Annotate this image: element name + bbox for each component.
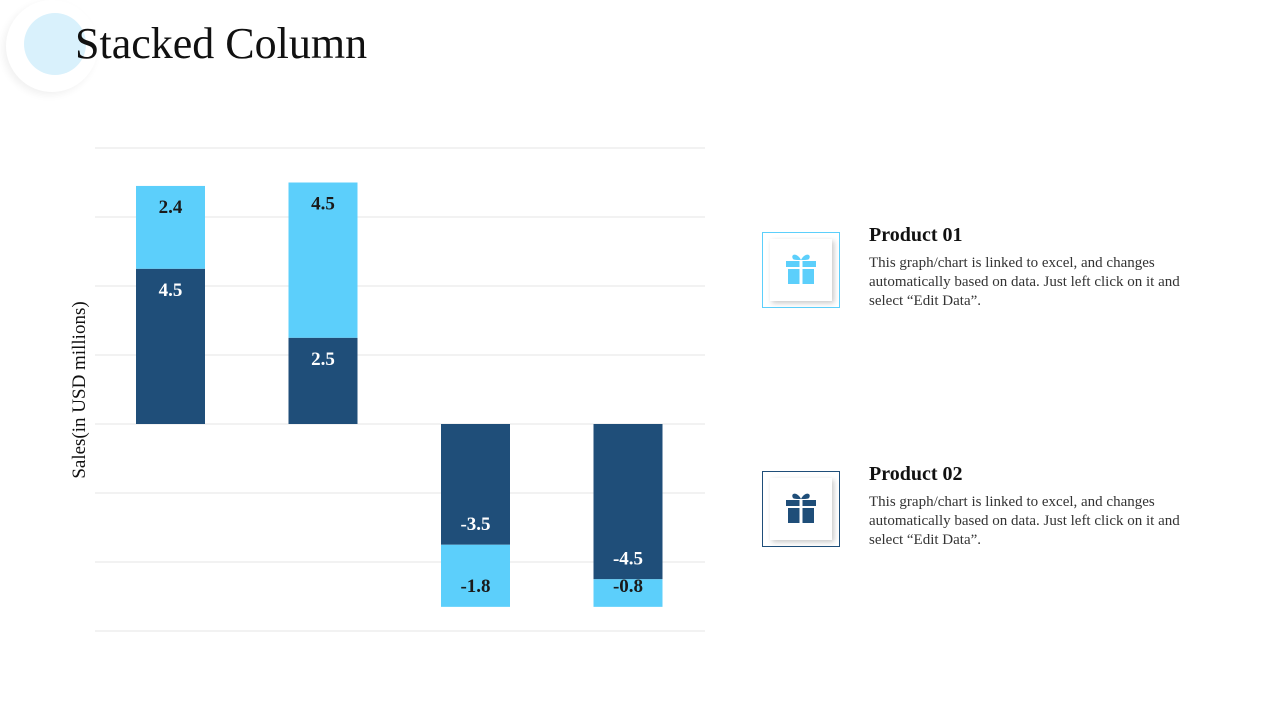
data-label: 4.5 xyxy=(311,194,335,215)
data-label: -3.5 xyxy=(460,514,490,535)
bar-segment-product-01 xyxy=(593,579,663,607)
chart-data-labels: 4.5 2.4 2.5 4.5 -3.5 -1.8 -4.5 -0.8 xyxy=(159,194,643,597)
legend-icon-box xyxy=(770,239,832,301)
page-title: Stacked Column xyxy=(75,19,368,68)
chart-bars xyxy=(136,182,663,607)
bar-segment-product-02 xyxy=(593,424,663,580)
bar-segment-product-02 xyxy=(136,268,205,424)
data-label: -0.8 xyxy=(613,576,643,597)
y-axis-label: Sales(in USD millions) xyxy=(69,301,90,479)
legend-card-product-01 xyxy=(762,232,840,308)
title-decoration-circle xyxy=(24,13,86,75)
stacked-column-chart: 4.5 2.4 2.5 4.5 -3.5 -1.8 -4.5 -0.8 xyxy=(95,147,705,632)
bar-segment-product-01 xyxy=(136,185,205,269)
legend-card-product-02 xyxy=(762,471,840,547)
bar-segment-product-02 xyxy=(441,424,510,545)
bar-segment-product-02 xyxy=(288,337,358,424)
data-label: 4.5 xyxy=(159,280,183,301)
data-label: 2.4 xyxy=(159,197,183,218)
legend-icon-box xyxy=(770,478,832,540)
legend-item-product-01: Product 01 This graph/chart is linked to… xyxy=(869,222,1199,311)
legend-description: This graph/chart is linked to excel, and… xyxy=(869,255,1180,309)
bar-segment-product-01 xyxy=(441,544,510,607)
bar-segment-product-01 xyxy=(288,182,358,338)
data-label: -4.5 xyxy=(613,548,643,569)
legend-name: Product 02 xyxy=(869,463,963,485)
gift-icon xyxy=(784,251,818,290)
gift-icon xyxy=(784,490,818,529)
legend-item-product-02: Product 02 This graph/chart is linked to… xyxy=(869,461,1199,550)
legend-name: Product 01 xyxy=(869,224,963,246)
data-label: -1.8 xyxy=(460,576,490,597)
legend-description: This graph/chart is linked to excel, and… xyxy=(869,494,1180,548)
data-label: 2.5 xyxy=(311,349,335,370)
